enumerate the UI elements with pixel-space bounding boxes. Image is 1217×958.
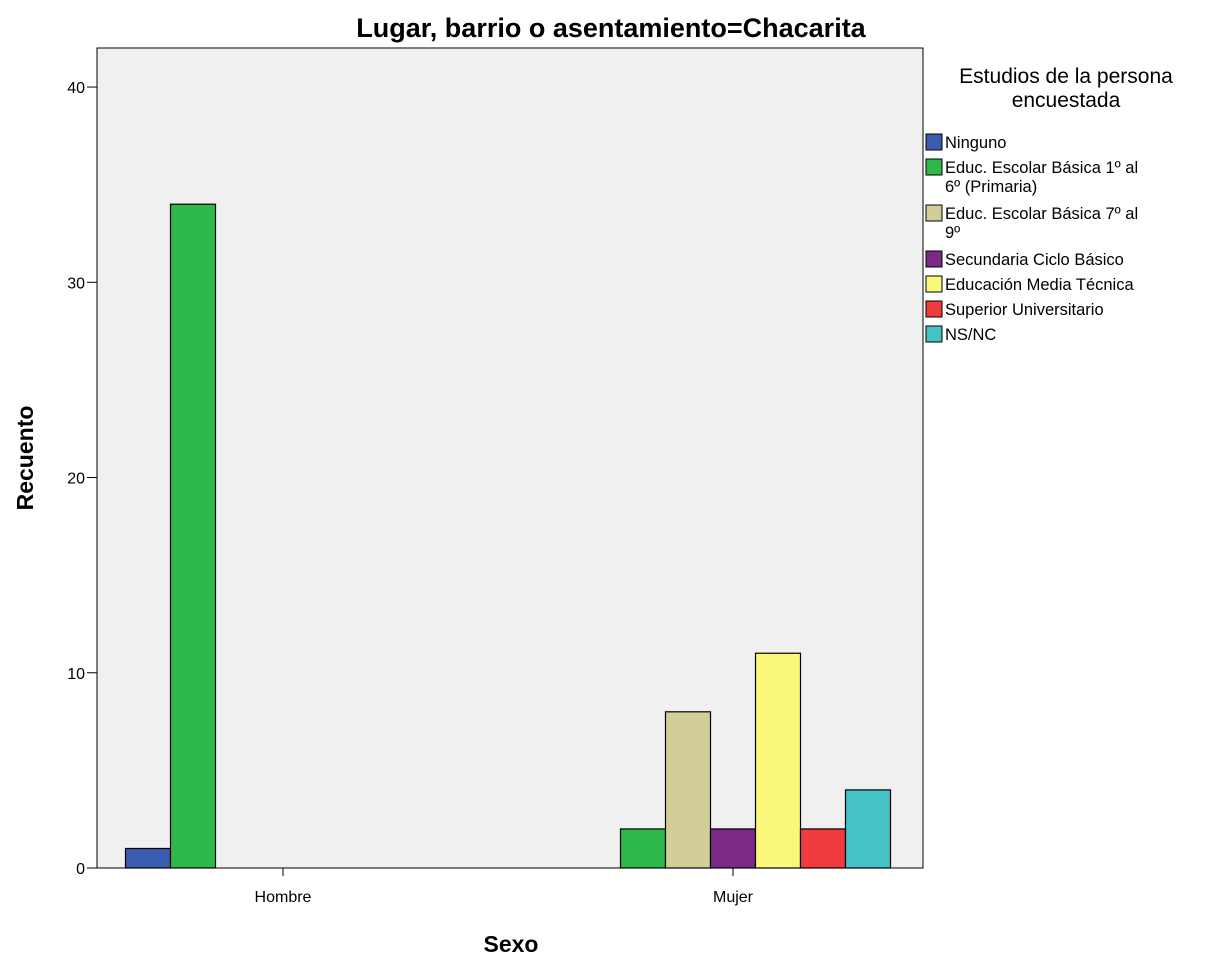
y-axis: 0 10 20 30 40 [67,80,97,878]
legend-title-line: Estudios de la persona [959,65,1173,88]
x-axis-title: Sexo [484,931,539,957]
bar-hombre-series-2 [169,203,217,869]
legend-swatch [925,250,943,268]
legend-label: Educ. Escolar Básica 7º al [945,205,1138,223]
legend-label: Educación Media Técnica [945,276,1134,294]
legend-swatch [925,158,943,176]
bar-mujer-series-3 [664,711,712,869]
y-tick-label: 40 [67,80,85,97]
y-tick-label: 30 [67,275,85,292]
bar-hombre-series-1 [124,847,172,869]
legend-swatch [925,204,943,222]
legend-label: Superior Universitario [945,301,1104,319]
bar-mujer-series-2 [619,828,667,869]
legend-swatch [925,133,943,151]
y-tick-label: 20 [67,471,85,488]
legend-label: 6º (Primaria) [945,178,1037,196]
legend-label: Ninguno [945,134,1006,152]
y-tick-label: 0 [76,861,85,878]
bars [124,203,892,869]
legend-label: NS/NC [945,326,996,344]
x-tick-label-hombre: Hombre [255,889,312,906]
legend-swatch [925,275,943,293]
chart-title: Lugar, barrio o asentamiento=Chacarita [356,13,866,43]
legend-title-line: encuestada [1012,89,1121,112]
y-tick-label: 10 [67,666,85,683]
legend-label: Secundaria Ciclo Básico [945,251,1124,269]
bar-mujer-series-7 [844,789,892,869]
bar-mujer-series-5 [754,652,802,869]
legend-swatch [925,325,943,343]
x-axis: Hombre Mujer [255,868,754,906]
bar-mujer-series-4 [709,828,757,869]
y-axis-title: Recuento [12,406,38,511]
legend-swatch [925,300,943,318]
legend-label: 9º [945,224,960,242]
x-tick-label-mujer: Mujer [713,889,754,906]
bar-mujer-series-6 [799,828,847,869]
legend-label: Educ. Escolar Básica 1º al [945,159,1138,177]
